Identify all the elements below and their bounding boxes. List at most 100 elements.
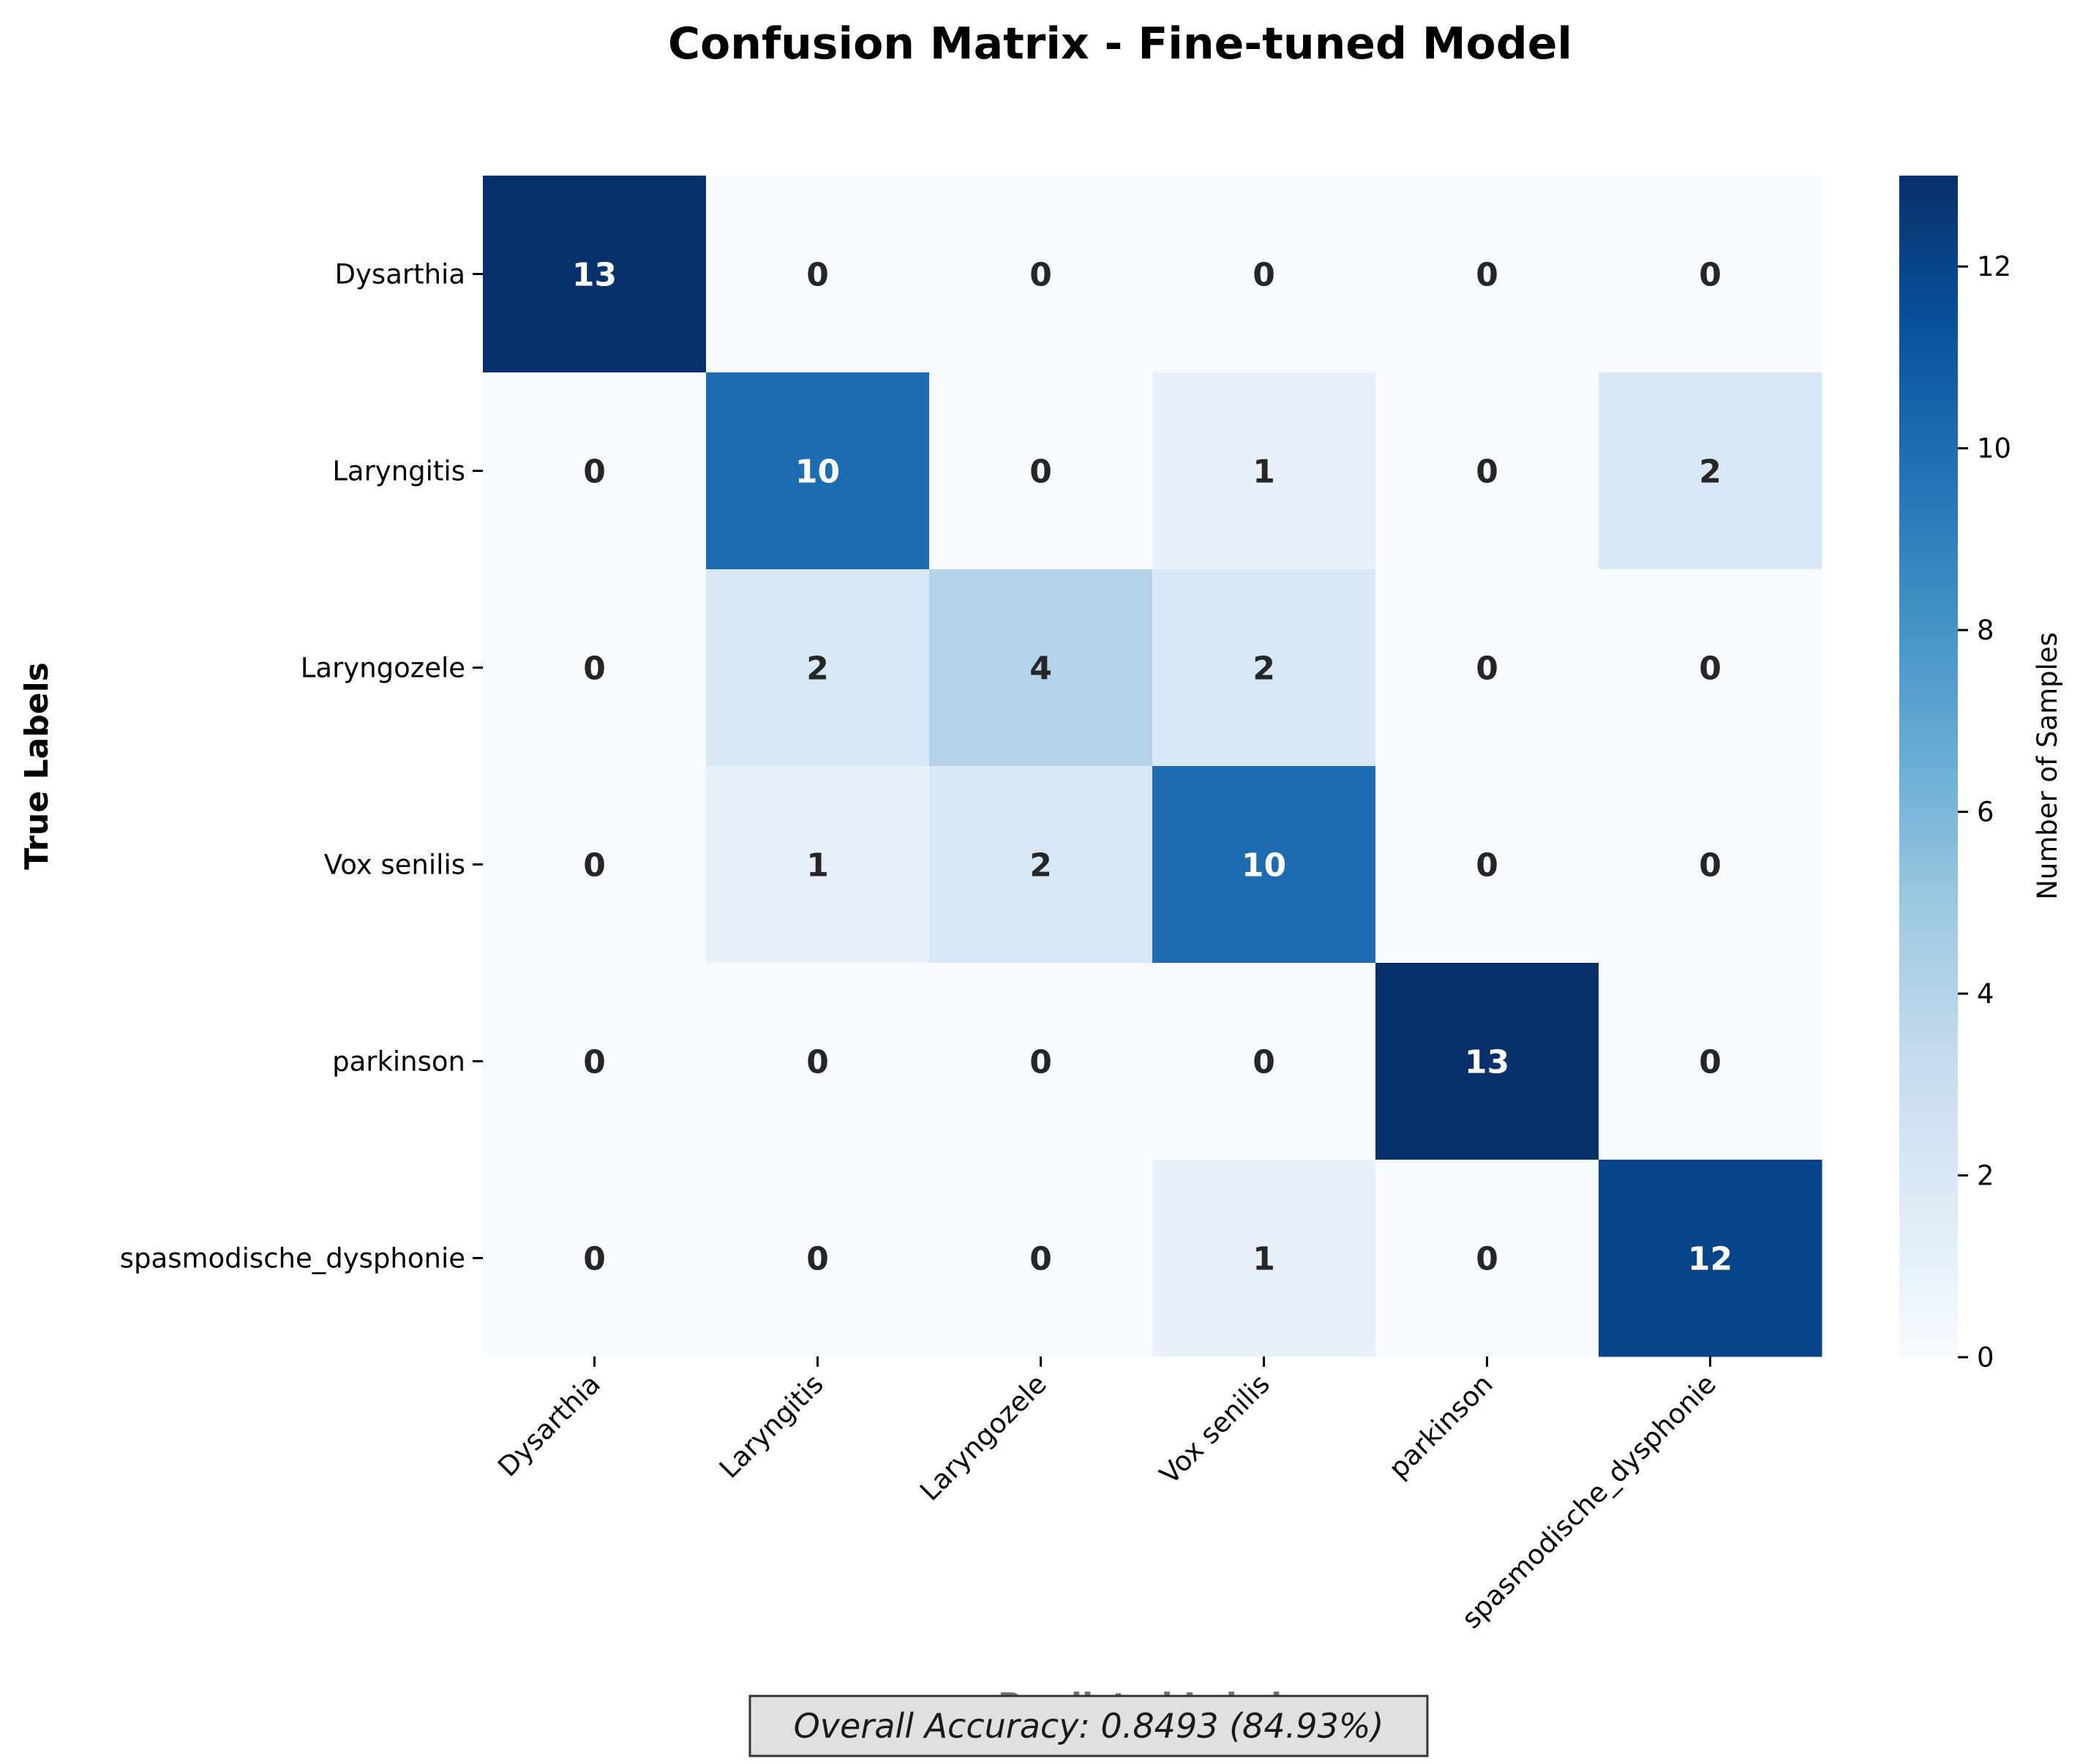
- chart-title: Confusion Matrix - Fine-tuned Model: [668, 18, 1572, 70]
- colorbar: 0 2 4 6 8 10 12 Number of Samples: [1899, 176, 2063, 1373]
- cell-value-label: 0: [1699, 650, 1722, 688]
- heatmap-cell: [1375, 1160, 1599, 1357]
- colorbar-tick-label: 2: [1977, 1160, 1994, 1192]
- heatmap-cell: [706, 963, 930, 1160]
- cell-value-label: 1: [1253, 1241, 1275, 1278]
- cell-value-label: 13: [1465, 1044, 1509, 1081]
- heatmap-cell: [929, 766, 1153, 964]
- colorbar-tick-label: 0: [1977, 1342, 1994, 1373]
- cell-value-label: 0: [1476, 454, 1498, 491]
- cell-value-label: 0: [806, 1241, 829, 1278]
- cell-value-label: 2: [1253, 650, 1275, 688]
- colorbar-tick-label: 8: [1977, 615, 1994, 646]
- x-axis-ticks: Dysarthia Laryngitis Laryngozele Vox senili…: [492, 1356, 1722, 1634]
- heatmap-cell: [1599, 569, 1822, 767]
- heatmap-cell: [929, 963, 1153, 1160]
- colorbar-ticks: 0 2 4 6 8 10 12: [1958, 251, 2011, 1373]
- colorbar-label: Number of Samples: [2032, 632, 2063, 900]
- cell-value-label: 1: [806, 847, 829, 885]
- cell-value-label: 0: [583, 847, 606, 885]
- cell-value-label: 0: [806, 257, 829, 294]
- heatmap-cell: [706, 372, 930, 570]
- x-tick-label: Vox senilis: [1154, 1368, 1276, 1490]
- heatmap-cell: [706, 176, 930, 373]
- heatmap-cell: [1599, 963, 1822, 1160]
- cell-value-label: 0: [1699, 257, 1722, 294]
- heatmap-cell: [706, 1160, 930, 1357]
- cell-value-label: 1: [1253, 454, 1275, 491]
- cell-value-label: 0: [806, 1044, 829, 1081]
- cell-value-label: 0: [583, 650, 606, 688]
- y-tick-label: Laryngozele: [301, 653, 465, 684]
- y-tick-label: spasmodische_dysphonie: [120, 1243, 465, 1275]
- cell-value-label: 0: [1029, 1241, 1052, 1278]
- heatmap-cell: [483, 176, 707, 373]
- heatmap-cell: [1152, 1160, 1376, 1357]
- cell-value-label: 0: [1476, 1241, 1498, 1278]
- cell-value-label: 0: [583, 454, 606, 491]
- y-tick-label: Vox senilis: [324, 849, 465, 881]
- cell-value-label: 0: [583, 1241, 606, 1278]
- heatmap-cells: [483, 176, 1822, 1357]
- x-tick-label: Laryngozele: [914, 1368, 1053, 1507]
- y-axis-ticks: Dysarthia Laryngitis Laryngozele Vox senili…: [120, 259, 483, 1275]
- heatmap-cell: [1152, 963, 1376, 1160]
- colorbar-gradient: [1899, 176, 1958, 1357]
- colorbar-tick-label: 6: [1977, 797, 1994, 828]
- heatmap-cell: [483, 1160, 707, 1357]
- y-axis-label: True Labels: [18, 662, 56, 870]
- heatmap-cell: [1375, 176, 1599, 373]
- heatmap-cell: [929, 569, 1153, 767]
- heatmap-cell: [483, 569, 707, 767]
- heatmap-cell: [483, 963, 707, 1160]
- heatmap-cell: [1375, 963, 1599, 1160]
- heatmap-cell: [1599, 372, 1822, 570]
- colorbar-tick-label: 12: [1977, 251, 2011, 282]
- cell-value-label: 0: [1699, 847, 1722, 885]
- cell-value-label: 0: [1253, 1044, 1275, 1081]
- x-tick-label: Laryngitis: [713, 1368, 830, 1485]
- heatmap-cell: [929, 1160, 1153, 1357]
- heatmap-cell: [1152, 569, 1376, 767]
- y-tick-label: Laryngitis: [332, 456, 465, 487]
- x-tick-label: spasmodische_dysphonie: [1456, 1368, 1722, 1634]
- cell-value-label: 0: [1253, 257, 1275, 294]
- heatmap-cell: [929, 372, 1153, 570]
- colorbar-tick-label: 4: [1977, 978, 1994, 1010]
- heatmap-cell: [1375, 372, 1599, 570]
- cell-value-label: 2: [1699, 454, 1722, 491]
- heatmap-cell: [1599, 1160, 1822, 1357]
- accuracy-box: Overall Accuracy: 0.8493 (84.93%): [748, 1694, 1429, 1757]
- cell-value-label: 0: [1476, 257, 1498, 294]
- cell-value-label: 13: [572, 257, 617, 294]
- cell-value-label: 0: [1029, 454, 1052, 491]
- y-tick-label: parkinson: [332, 1046, 465, 1078]
- accuracy-text: Overall Accuracy: 0.8493 (84.93%): [794, 1706, 1384, 1746]
- heatmap-cell: [1375, 569, 1599, 767]
- cell-value-label: 0: [583, 1044, 606, 1081]
- cell-value-label: 2: [806, 650, 829, 688]
- heatmap-cell: [706, 569, 930, 767]
- heatmap-cell: [483, 372, 707, 570]
- cell-value-label: 2: [1029, 847, 1052, 885]
- heatmap-cell: [483, 766, 707, 964]
- cell-value-label: 0: [1699, 1044, 1722, 1081]
- cell-value-label: 12: [1688, 1241, 1732, 1278]
- colorbar-tick-label: 10: [1977, 433, 2011, 465]
- x-tick-label: parkinson: [1383, 1368, 1499, 1485]
- y-tick-label: Dysarthia: [335, 259, 465, 290]
- heatmap-cell: [929, 176, 1153, 373]
- heatmap-cell: [1152, 766, 1376, 964]
- x-tick-label: Dysarthia: [492, 1368, 607, 1483]
- cell-value-label: 10: [795, 454, 840, 491]
- cell-value-label: 0: [1476, 650, 1498, 688]
- heatmap-cell: [1375, 766, 1599, 964]
- heatmap-cell: [1599, 766, 1822, 964]
- cell-value-label: 4: [1029, 650, 1052, 688]
- heatmap-cell: [1152, 372, 1376, 570]
- heatmap-cell: [1152, 176, 1376, 373]
- heatmap-cell: [706, 766, 930, 964]
- cell-value-label: 10: [1242, 847, 1286, 885]
- cell-value-label: 0: [1029, 1044, 1052, 1081]
